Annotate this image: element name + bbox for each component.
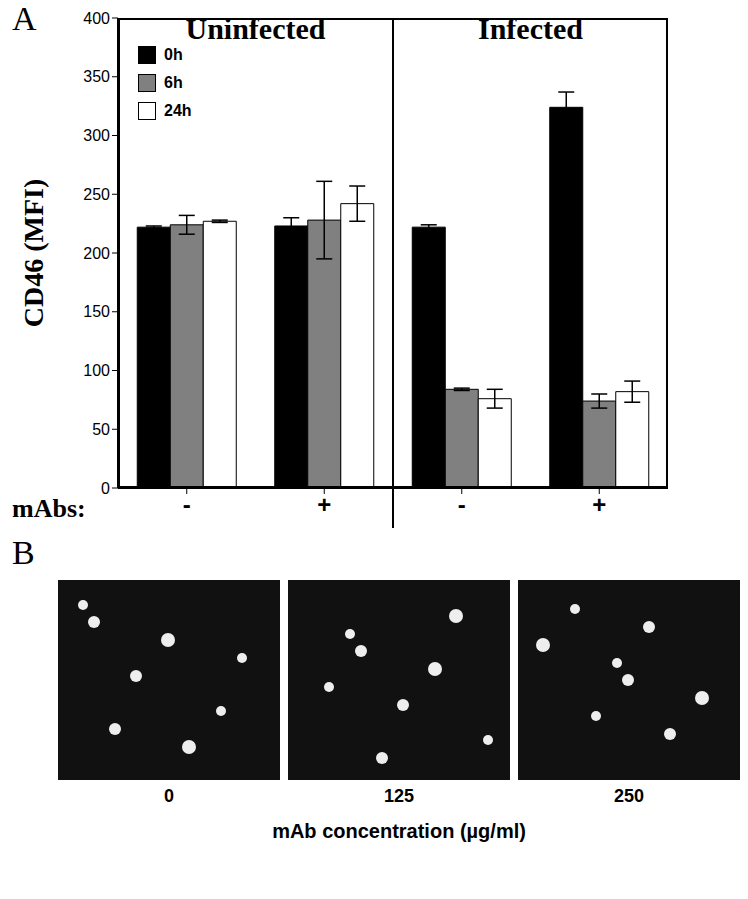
html-text:mAbs:: mAbs: xyxy=(12,494,86,523)
svg-text:+: + xyxy=(592,491,606,518)
svg-text:200: 200 xyxy=(83,245,110,262)
html-text:B: B xyxy=(12,534,35,571)
svg-text:150: 150 xyxy=(83,303,110,320)
svg-text:-: - xyxy=(183,491,191,518)
html-text:250: 250 xyxy=(614,786,644,806)
svg-text:-: - xyxy=(458,491,466,518)
html-text:0: 0 xyxy=(164,786,174,806)
svg-text:250: 250 xyxy=(83,186,110,203)
svg-text:50: 50 xyxy=(92,421,110,438)
svg-text:CD46 (MFI): CD46 (MFI) xyxy=(18,179,49,328)
html-text:6h: 6h xyxy=(164,74,183,91)
svg-text:100: 100 xyxy=(83,362,110,379)
html-text:mAb concentration (µg/ml): mAb concentration (µg/ml) xyxy=(272,820,526,842)
svg-text:0: 0 xyxy=(101,480,110,497)
svg-text:+: + xyxy=(317,491,331,518)
svg-text:350: 350 xyxy=(83,68,110,85)
html-text:Infected: Infected xyxy=(478,12,583,45)
svg-text:300: 300 xyxy=(83,127,110,144)
html-text:24h: 24h xyxy=(164,102,192,119)
html-text:125: 125 xyxy=(384,786,414,806)
html-text:0h: 0h xyxy=(164,46,183,63)
html-text:Uninfected: Uninfected xyxy=(185,12,326,45)
html-text:A: A xyxy=(12,0,37,37)
svg-text:400: 400 xyxy=(83,10,110,27)
